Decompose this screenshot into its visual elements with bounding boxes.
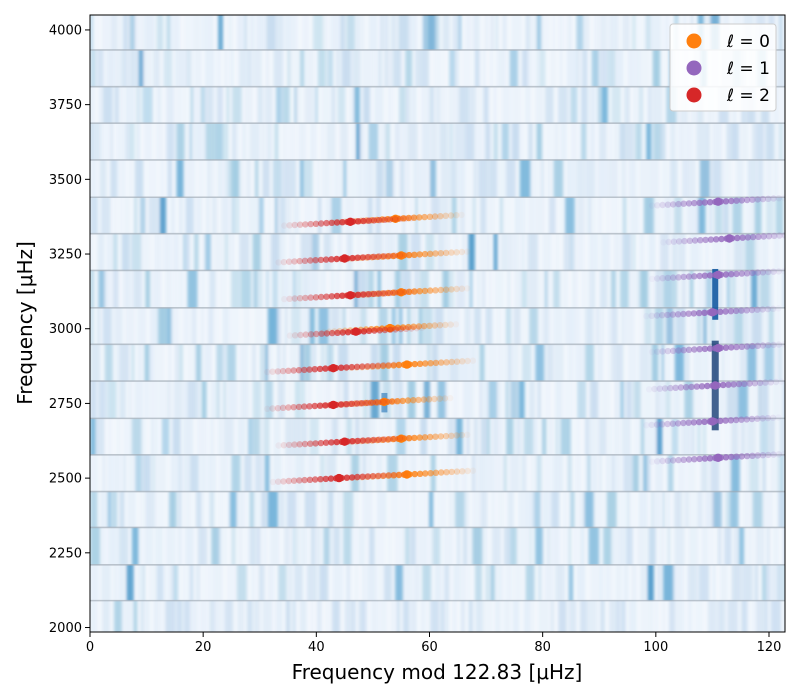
- series-2-point-5: [346, 291, 355, 300]
- series-2-point-6: [340, 254, 349, 263]
- series-2-point-1: [340, 437, 349, 446]
- y-tick-label-4: 3000: [49, 322, 82, 337]
- x-axis-label: Frequency mod 122.83 [μHz]: [292, 660, 583, 684]
- series-0-point-2: [380, 397, 389, 407]
- series-1: [643, 194, 785, 465]
- y-axis-label: Frequency [μHz]: [13, 241, 37, 405]
- x-tick-label-1: 20: [195, 640, 212, 655]
- series-1-point-6: [725, 234, 734, 243]
- series-0-point-7: [391, 214, 400, 223]
- y-tick-label-0: 2000: [49, 621, 82, 636]
- y-tick-label-6: 3500: [49, 173, 82, 188]
- legend-marker-2: [686, 87, 702, 103]
- x-tick-label-0: 0: [86, 640, 94, 655]
- series-2-point-0: [334, 473, 344, 483]
- series-1-point-0: [713, 453, 723, 462]
- x-tick-label-4: 80: [534, 640, 551, 655]
- x-tick-label-5: 100: [643, 640, 668, 655]
- y-tick-label-3: 2750: [49, 397, 82, 412]
- row-boundary-lines: [90, 49, 785, 602]
- x-tick-label-2: 40: [308, 640, 325, 655]
- series-2-point-4: [351, 327, 361, 336]
- y-axis-ticks: 2000 2250 2500 2750 3000 3250 3500 3750 4000: [49, 23, 90, 636]
- x-tick-label-3: 60: [421, 640, 438, 655]
- x-axis-ticks: 0 20 40 60 80 100 120: [86, 632, 782, 655]
- series-1-point-7: [713, 197, 723, 206]
- series-1-point-5: [713, 270, 723, 280]
- series-1-point-3: [713, 344, 723, 353]
- series-0-point-6: [397, 251, 406, 260]
- legend-marker-0: [686, 33, 702, 49]
- legend-label-1: ℓ = 1: [726, 59, 770, 79]
- legend: ℓ = 0 ℓ = 1 ℓ = 2: [669, 23, 777, 112]
- y-tick-label-1: 2250: [49, 546, 82, 561]
- series-0-point-5: [397, 288, 406, 297]
- x-tick-label-6: 120: [757, 640, 782, 655]
- series-0-point-0: [402, 470, 412, 479]
- plot-frame: [89, 14, 786, 633]
- series-1-point-4: [708, 308, 717, 317]
- y-tick-label-2: 2500: [49, 472, 82, 487]
- legend-label-2: ℓ = 2: [726, 86, 770, 106]
- y-tick-label-8: 4000: [49, 23, 82, 38]
- series-1-point-1: [708, 417, 717, 426]
- series-1-point-2: [711, 381, 720, 390]
- series-2: [264, 214, 426, 486]
- series-2-point-3: [329, 364, 338, 373]
- y-tick-label-7: 3750: [49, 98, 82, 113]
- legend-marker-1: [686, 60, 702, 76]
- mode-points: [264, 194, 785, 486]
- series-0-point-1: [397, 434, 406, 443]
- y-tick-label-5: 3250: [49, 248, 82, 263]
- series-0-point-3: [402, 360, 412, 369]
- legend-label-0: ℓ = 0: [726, 32, 770, 52]
- series-2-point-2: [329, 400, 338, 410]
- series-2-point-7: [346, 217, 355, 226]
